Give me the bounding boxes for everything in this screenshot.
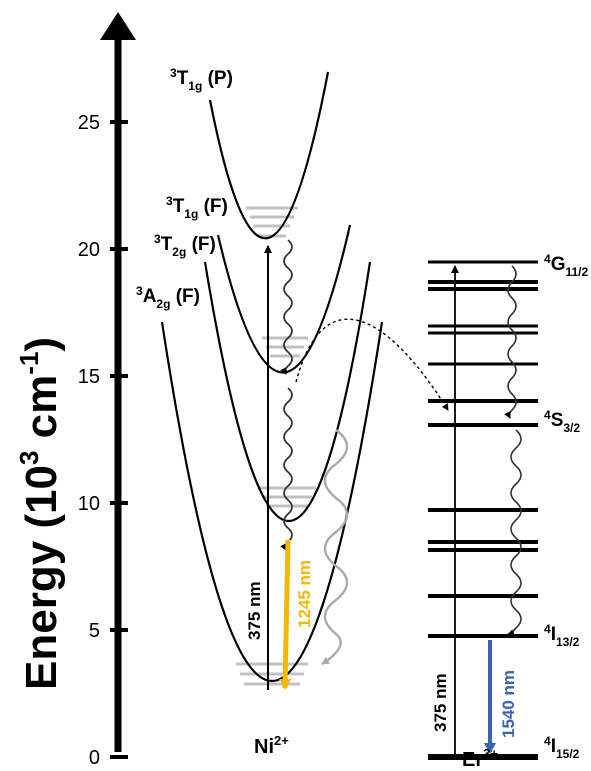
- er-excitation-label: 375 nm: [431, 673, 450, 732]
- er-emission-label: 1540 nm: [499, 670, 518, 738]
- energy-axis: 0 5 10 15 20 25: [78, 12, 136, 769]
- ni-relaxation-wave-2: [280, 387, 293, 551]
- level-label-4G11_2: 4G11/2: [544, 252, 588, 279]
- ni-relaxation-wave-1: [280, 239, 293, 375]
- axis-ticks: 0 5 10 15 20 25: [78, 112, 128, 769]
- curve-3T2g: [203, 261, 372, 523]
- ni-gray-relaxation-wave: [321, 429, 349, 666]
- state-label-3T1gF: 3T1g (F): [166, 194, 228, 221]
- axis-tick-label-25: 25: [78, 112, 100, 134]
- ni-emission-label: 1245 nm: [295, 560, 314, 628]
- curve-3A2g: [160, 321, 384, 682]
- ni-emission-arrow: [279, 539, 292, 690]
- state-label-3T1gP: 3T1g (P): [170, 66, 233, 93]
- ni-ion-label: Ni2+: [254, 733, 289, 758]
- axis-tick-label-5: 5: [89, 620, 100, 642]
- er-relaxation-wave-1: [504, 265, 517, 419]
- axis-tick-label-10: 10: [78, 493, 100, 515]
- curve-3T1gP: [208, 71, 330, 240]
- state-label-3A2gF: 3A2g (F): [136, 284, 200, 311]
- level-label-4S3_2: 4S3/2: [544, 408, 580, 435]
- axis-title: Energy (103 cm-1): [14, 337, 66, 690]
- er-panel: 375 nm 1540 nm 4G11/2 4S3/2 4I13/2 4I15/…: [428, 252, 588, 771]
- energy-transfer-arrow: [295, 318, 449, 411]
- level-label-4I13_2: 4I13/2: [544, 622, 580, 649]
- ni-panel: 375 nm 1245 nm 3T1g (P) 3T1g (F) 3T2g (F…: [136, 66, 449, 758]
- state-label-3T2gF: 3T2g (F): [154, 232, 216, 259]
- curve-3T1gF: [216, 224, 352, 374]
- level-label-4I15_2: 4I15/2: [544, 734, 580, 761]
- axis-tick-label-20: 20: [78, 239, 100, 261]
- axis-arrowhead: [100, 12, 136, 40]
- axis-tick-label-0: 0: [89, 747, 100, 769]
- ni-potential-curves: [160, 71, 384, 682]
- er-ion-label: Er3+: [462, 746, 498, 771]
- er-relaxation-wave-2: [507, 429, 522, 637]
- axis-tick-label-15: 15: [78, 366, 100, 388]
- ni-excitation-label: 375 nm: [245, 581, 264, 640]
